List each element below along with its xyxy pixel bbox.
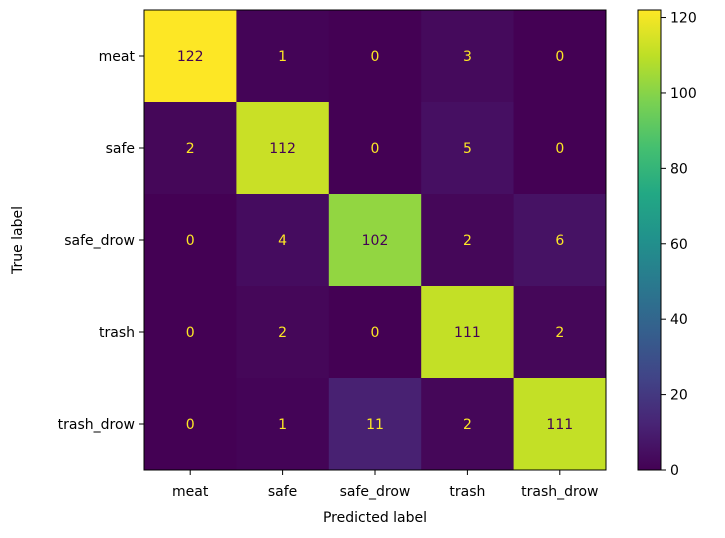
cell-value-label: 1 (278, 417, 287, 433)
heatmap-cell (328, 10, 422, 103)
y-tick-label: meat (99, 49, 136, 65)
y-axis-label: True label (10, 206, 26, 275)
heatmap-cell (328, 194, 422, 287)
heatmap-cells: 122 1 0 3 02 112 0 5 00 4 102 2 60 2 0 111 20 1 11 2 111 (144, 10, 607, 471)
heatmap-cell (421, 286, 515, 379)
y-tick-label: trash (99, 325, 135, 341)
cell-value-label: 0 (371, 325, 380, 341)
heatmap-cell (513, 102, 607, 195)
x-tick-label: trash (449, 484, 485, 500)
cell-value-label: 0 (186, 417, 195, 433)
x-axis: meat safe safe_drow trash trash_drow (172, 470, 598, 500)
colorbar-tick-label: 80 (670, 161, 688, 177)
cell-value-label: 2 (463, 417, 472, 433)
heatmap-cell (328, 286, 422, 379)
cell-value-label: 4 (278, 233, 287, 249)
heatmap-cell (144, 10, 237, 103)
cell-value-label: 6 (555, 233, 564, 249)
colorbar-tick-label: 40 (670, 312, 688, 328)
x-axis-label: Predicted label (323, 510, 427, 526)
cell-value-label: 0 (186, 325, 195, 341)
cell-value-label: 0 (371, 141, 380, 157)
cell-value-label: 2 (278, 325, 287, 341)
heatmap-cell (513, 10, 607, 103)
cell-value-label: 111 (454, 325, 481, 341)
y-tick-label: safe_drow (64, 233, 135, 249)
heatmap-cell (421, 378, 515, 471)
heatmap-cell (421, 194, 515, 287)
cell-value-label: 0 (371, 49, 380, 65)
cell-value-label: 122 (177, 49, 204, 65)
y-tick-label: safe (106, 141, 135, 157)
colorbar-ticks: 0 20 40 60 80 100 120 (661, 11, 697, 479)
colorbar-tick-label: 60 (670, 237, 688, 253)
heatmap-cell (513, 378, 607, 471)
cell-value-label: 5 (463, 141, 472, 157)
heatmap-cell (236, 102, 330, 195)
cell-value-label: 112 (269, 141, 296, 157)
cell-value-label: 0 (555, 141, 564, 157)
heatmap-cell (236, 10, 330, 103)
colorbar-gradient (637, 9, 662, 471)
x-tick-label: safe_drow (340, 484, 411, 500)
heatmap-cell (144, 102, 237, 195)
x-tick-label: meat (172, 484, 209, 500)
cell-value-label: 0 (186, 233, 195, 249)
cell-value-label: 2 (555, 325, 564, 341)
cell-value-label: 2 (463, 233, 472, 249)
heatmap-cell (328, 378, 422, 471)
heatmap-cell (328, 102, 422, 195)
colorbar-tick-label: 0 (670, 463, 679, 479)
x-tick-label: trash_drow (521, 484, 598, 500)
heatmap-cell (144, 286, 237, 379)
colorbar-tick-label: 100 (670, 86, 697, 102)
colorbar: 0 20 40 60 80 100 120 (637, 9, 697, 479)
heatmap-cell (236, 286, 330, 379)
cell-value-label: 111 (546, 417, 573, 433)
cell-value-label: 0 (555, 49, 564, 65)
heatmap-cell (513, 286, 607, 379)
y-tick-label: trash_drow (58, 417, 135, 433)
heatmap-cell (513, 194, 607, 287)
x-tick-label: safe (268, 484, 297, 500)
heatmap-cell (236, 378, 330, 471)
cell-value-label: 1 (278, 49, 287, 65)
colorbar-tick-label: 120 (670, 11, 697, 27)
cell-value-label: 2 (186, 141, 195, 157)
cell-value-label: 3 (463, 49, 472, 65)
cell-value-label: 11 (366, 417, 384, 433)
heatmap-cell (236, 194, 330, 287)
heatmap-cell (421, 102, 515, 195)
cell-value-label: 102 (362, 233, 389, 249)
heatmap-cell (144, 194, 237, 287)
heatmap-cell (421, 10, 515, 103)
heatmap-cell (144, 378, 237, 471)
colorbar-tick-label: 20 (670, 388, 688, 404)
